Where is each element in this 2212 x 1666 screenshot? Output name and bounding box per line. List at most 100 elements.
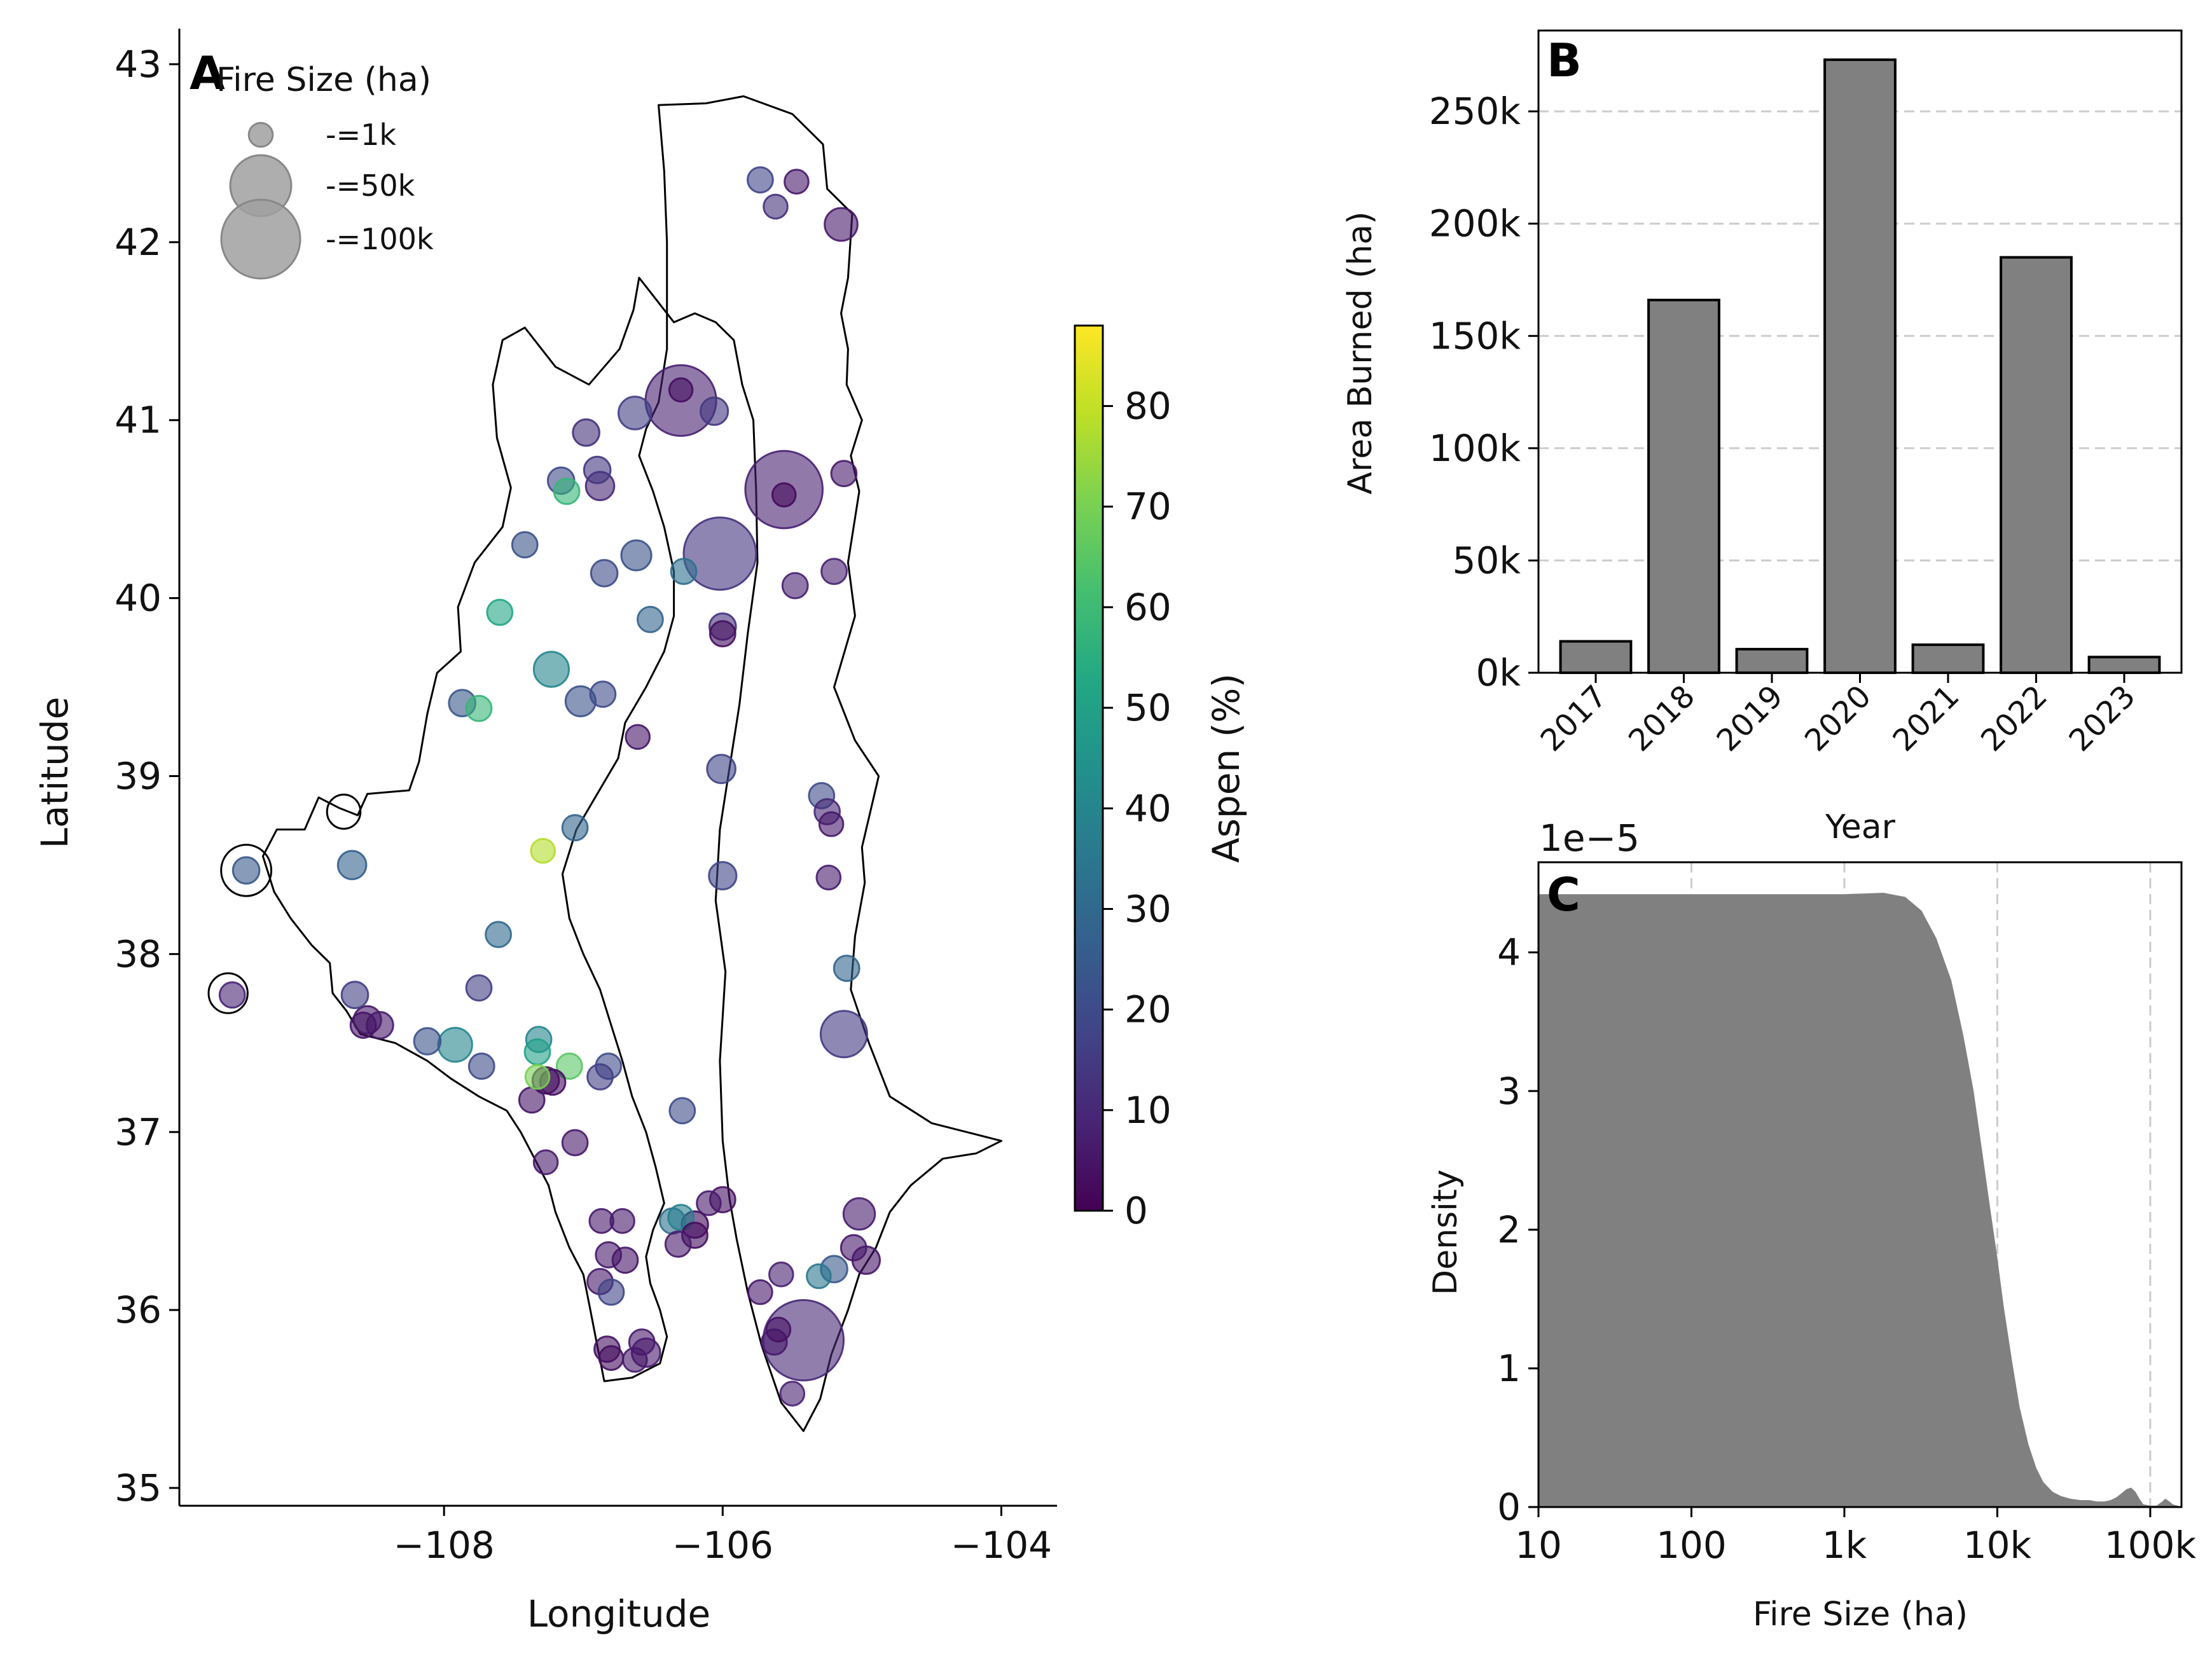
y-axis-label-a: Latitude bbox=[33, 697, 76, 849]
fire-point bbox=[747, 1279, 773, 1305]
fire-point bbox=[784, 169, 810, 195]
panel-label-b: B bbox=[1547, 34, 1582, 87]
x-tick-label-b: 2018 bbox=[1622, 678, 1702, 759]
fire-point bbox=[413, 1027, 442, 1056]
size-legend: Fire Size (ha) -=1k -=50k -=100k bbox=[216, 61, 434, 280]
colorbar-tick-label: 10 bbox=[1124, 1089, 1172, 1132]
size-legend-title: Fire Size (ha) bbox=[216, 61, 431, 99]
fire-point bbox=[524, 1064, 551, 1090]
fire-point bbox=[708, 861, 738, 891]
y-tick-label-b: 250k bbox=[1429, 90, 1521, 133]
fire-point bbox=[611, 1246, 639, 1274]
x-tick-label-c: 1k bbox=[1822, 1524, 1867, 1567]
fire-point bbox=[830, 460, 858, 488]
y-tick-label-b: 0k bbox=[1476, 651, 1521, 694]
fire-point bbox=[763, 193, 789, 220]
y-tick-label-a: 39 bbox=[114, 754, 162, 797]
fire-point bbox=[668, 377, 694, 403]
panel-label-a: A bbox=[190, 46, 225, 100]
x-tick-label-b: 2017 bbox=[1534, 678, 1614, 759]
fire-point bbox=[598, 1345, 625, 1371]
fire-point bbox=[583, 455, 612, 485]
x-tick-label-a: −104 bbox=[951, 1524, 1052, 1567]
colorbar: 0 10 20 30 40 50 60 70 80 Aspen (%) bbox=[1074, 324, 1248, 1232]
state-boundary bbox=[261, 95, 1002, 1432]
fire-point bbox=[771, 482, 797, 508]
density-area bbox=[1538, 893, 2181, 1507]
x-axis-label-b: Year bbox=[1825, 808, 1896, 846]
y-tick-label-b: 150k bbox=[1429, 314, 1521, 357]
fire-point bbox=[833, 954, 861, 982]
fire-point bbox=[340, 981, 370, 1009]
fire-point bbox=[467, 1052, 495, 1080]
fire-point bbox=[700, 396, 729, 426]
fire-point bbox=[620, 539, 653, 572]
fire-points bbox=[218, 166, 881, 1407]
fire-point bbox=[667, 1204, 695, 1231]
fire-point bbox=[622, 1347, 648, 1373]
size-legend-label: -=50k bbox=[326, 169, 415, 203]
colorbar-tick-label: 0 bbox=[1124, 1189, 1148, 1232]
y-tick-label-a: 40 bbox=[114, 577, 162, 620]
size-legend-marker bbox=[247, 121, 274, 148]
fire-point bbox=[706, 754, 736, 785]
colorbar-label: Aspen (%) bbox=[1205, 673, 1248, 863]
x-tick-label-c: 100k bbox=[2105, 1524, 2197, 1567]
y-tick-label-b: 200k bbox=[1429, 202, 1521, 245]
fire-point bbox=[820, 558, 848, 585]
colorbar-tick-label: 40 bbox=[1124, 787, 1172, 830]
y-tick-label-a: 43 bbox=[114, 43, 162, 86]
bar-2019 bbox=[1735, 647, 1809, 675]
fire-point bbox=[597, 1278, 625, 1306]
fire-point bbox=[589, 680, 617, 708]
bar-2021 bbox=[1911, 643, 1985, 675]
y-tick-label-b: 100k bbox=[1429, 427, 1521, 470]
y-axis-label-c: Density bbox=[1427, 1169, 1465, 1295]
x-tick-label-b: 2019 bbox=[1710, 678, 1790, 759]
y-tick-label-a: 38 bbox=[114, 932, 162, 975]
fire-point bbox=[553, 478, 581, 506]
fire-point bbox=[779, 1380, 806, 1407]
fire-point bbox=[670, 558, 698, 585]
x-tick-label-b: 2022 bbox=[1974, 678, 2054, 759]
x-axis-label-a: Longitude bbox=[527, 1592, 710, 1635]
size-legend-marker bbox=[220, 198, 301, 280]
fire-point bbox=[561, 1129, 589, 1157]
y-tick-label-c: 2 bbox=[1497, 1208, 1521, 1251]
fire-point bbox=[747, 166, 774, 194]
bar-2022 bbox=[2000, 256, 2073, 674]
y-tick-label-a: 36 bbox=[114, 1288, 162, 1332]
fire-point bbox=[618, 396, 653, 430]
y-offset-label-c: 1e−5 bbox=[1539, 816, 1640, 860]
fire-point bbox=[486, 598, 514, 626]
fire-point bbox=[532, 1149, 559, 1176]
x-tick-label-b: 2023 bbox=[2062, 678, 2142, 759]
fire-point bbox=[818, 811, 845, 837]
y-tick-label-c: 3 bbox=[1497, 1070, 1521, 1113]
fire-point bbox=[555, 1052, 583, 1080]
colorbar-tick-label: 50 bbox=[1124, 686, 1172, 729]
fire-point bbox=[561, 814, 589, 842]
fire-point bbox=[709, 620, 736, 647]
map-panel: −108 −106 −104 35 36 37 38 39 40 41 42 43 A Fire Si… bbox=[33, 29, 1057, 1635]
panel-label-c: C bbox=[1547, 868, 1580, 921]
x-tick-label-c: 10k bbox=[1963, 1524, 2032, 1567]
x-tick-label-b: 2021 bbox=[1886, 678, 1967, 759]
fire-point bbox=[682, 516, 757, 591]
bar-2023 bbox=[2087, 656, 2161, 675]
colorbar-tick-label: 60 bbox=[1124, 586, 1172, 629]
density-panel: 10 100 1k 10k 100k 0 1 2 3 4 1e−5 C Fire Size (ha… bbox=[1427, 816, 2196, 1634]
x-tick-label-b: 2020 bbox=[1798, 678, 1878, 759]
density-axes-frame bbox=[1537, 861, 2183, 1508]
colorbar-ticks: 0 10 20 30 40 50 60 70 80 bbox=[1103, 385, 1172, 1232]
fire-point bbox=[590, 559, 619, 588]
y-tick-label-a: 42 bbox=[114, 221, 162, 264]
x-axis-label-c: Fire Size (ha) bbox=[1753, 1595, 1968, 1634]
fire-point bbox=[232, 856, 261, 885]
size-legend-label: -=100k bbox=[326, 222, 434, 256]
colorbar-gradient bbox=[1074, 324, 1104, 1212]
fire-point bbox=[511, 531, 539, 559]
fire-point bbox=[668, 1097, 696, 1125]
fire-point bbox=[485, 921, 512, 948]
bar-2017 bbox=[1559, 640, 1633, 674]
